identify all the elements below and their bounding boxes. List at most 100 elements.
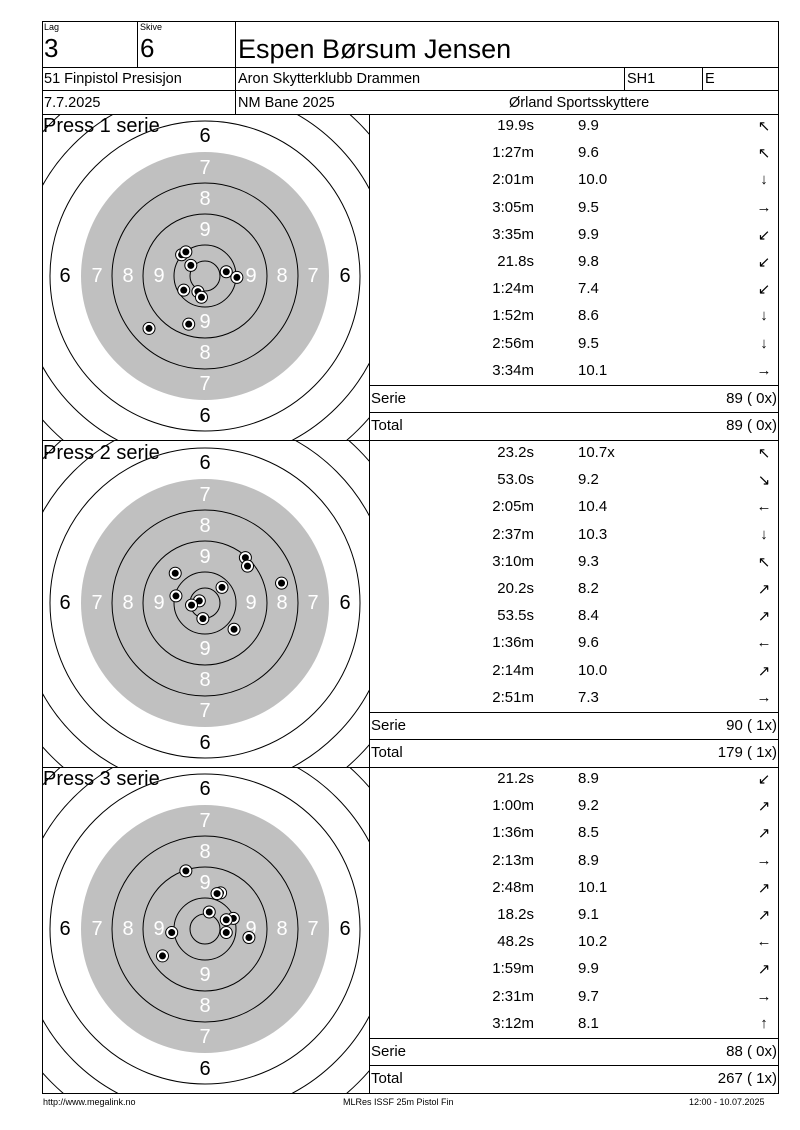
shot-score: 9.6	[578, 634, 599, 652]
target-ring	[111, 182, 299, 370]
organizer-name: Ørland Sportsskyttere	[509, 95, 650, 111]
serie-row-line	[369, 712, 779, 713]
ring-number: 8	[122, 918, 133, 940]
shot-time: 1:36m	[492, 634, 534, 652]
target-ring	[142, 540, 268, 666]
shot-score: 10.7x	[578, 444, 615, 461]
shot-time: 23.2s	[497, 444, 534, 461]
shot-mark	[196, 612, 210, 626]
ring-number: 9	[245, 265, 256, 287]
shot-direction-icon: ↓	[760, 334, 768, 352]
total-label: Total	[371, 1070, 403, 1087]
shot-score: 9.6	[578, 144, 599, 162]
ring-number: 8	[122, 265, 133, 287]
shot-time: 1:24m	[492, 280, 534, 298]
shot-direction-icon: ↗	[757, 581, 771, 598]
shot-time: 53.0s	[497, 471, 534, 489]
shot-score: 10.0	[578, 661, 608, 679]
ring-number: 6	[199, 732, 210, 754]
ring-number: 7	[199, 1026, 210, 1048]
ring-number: 6	[59, 265, 70, 287]
shot-score: 8.6	[578, 307, 599, 325]
shot-score: 8.9	[578, 770, 599, 787]
shot-direction-icon: ↙	[757, 254, 771, 271]
ring-number: 9	[199, 964, 210, 986]
shot-mark	[215, 580, 229, 594]
total-score: 267 ( 1x)	[717, 1070, 777, 1087]
shot-mark	[219, 913, 233, 927]
total-label: Total	[371, 417, 403, 434]
skive-label: Skive	[140, 22, 163, 32]
shot-score: 9.9	[578, 117, 599, 134]
header-vline-name	[235, 21, 236, 114]
ring-number: 6	[339, 918, 350, 940]
shot-direction-icon: ↖	[757, 118, 771, 135]
total-row-line	[369, 1065, 779, 1066]
target-ring	[49, 120, 361, 432]
ring-number: 8	[199, 342, 210, 364]
shot-direction-icon: →	[756, 361, 772, 379]
target-black	[81, 152, 329, 400]
target-ring	[142, 213, 268, 339]
section-divider	[42, 767, 779, 768]
ring-number: 9	[153, 918, 164, 940]
ring-number: 8	[199, 669, 210, 691]
ring-number: 7	[199, 157, 210, 179]
shot-score: 10.4	[578, 498, 608, 516]
shot-direction-icon: ↙	[757, 226, 771, 244]
ring-number: 8	[199, 515, 210, 537]
shot-score: 7.4	[578, 280, 599, 298]
shot-direction-icon: →	[756, 688, 772, 706]
shot-direction-icon: ↙	[757, 281, 771, 299]
venue-name: NM Bane 2025	[238, 95, 335, 111]
ring-number: 9	[199, 638, 210, 660]
shot-score: 10.1	[578, 878, 608, 896]
header-divider-1	[42, 67, 779, 68]
skive-value: 6	[140, 33, 155, 63]
ring-number: 8	[122, 592, 133, 614]
shot-score: 10.2	[578, 933, 608, 951]
ring-number: 6	[199, 125, 210, 147]
header-vline-group	[702, 67, 703, 90]
shot-score: 9.2	[578, 797, 599, 815]
shot-score: 9.9	[578, 225, 599, 243]
shot-mark	[194, 290, 208, 304]
shot-direction-icon: ↗	[757, 662, 771, 680]
shot-time: 1:27m	[492, 144, 534, 162]
shot-time: 19.9s	[497, 117, 534, 134]
ring-number: 6	[59, 592, 70, 614]
section-vline	[369, 767, 370, 1093]
ring-number: 9	[199, 546, 210, 568]
shot-time: 3:12m	[492, 1014, 534, 1032]
footer-url[interactable]: http://www.megalink.no	[43, 1097, 136, 1107]
shot-direction-icon: ↓	[760, 307, 768, 325]
shot-time: 18.2s	[497, 906, 534, 923]
footer-timestamp: 12:00 - 10.07.2025	[689, 1097, 765, 1107]
shot-mark	[241, 559, 255, 573]
header-vline-class	[624, 67, 625, 90]
club-name: Aron Skytterklubb Drammen	[238, 71, 421, 87]
ring-number: 7	[307, 592, 318, 614]
ring-number: 7	[199, 373, 210, 395]
shot-direction-icon: ←	[756, 634, 772, 652]
shot-score: 8.5	[578, 824, 599, 842]
shot-time: 2:37m	[492, 525, 534, 543]
shot-mark	[179, 864, 193, 878]
target-ring	[111, 835, 299, 1023]
header-divider-2	[42, 90, 779, 91]
target-black	[81, 805, 329, 1053]
shot-score: 10.1	[578, 361, 608, 379]
ring-number: 9	[245, 592, 256, 614]
outer-frame	[42, 21, 779, 1094]
ring-number: 8	[199, 841, 210, 863]
shot-mark	[168, 566, 182, 580]
shot-direction-icon: ↗	[757, 825, 771, 843]
shot-direction-icon: ←	[756, 933, 772, 951]
header-vline-lag	[137, 21, 138, 67]
shot-time: 1:36m	[492, 824, 534, 842]
shot-mark	[169, 589, 183, 603]
shot-direction-icon: ↗	[757, 608, 771, 626]
ring-number: 6	[339, 592, 350, 614]
shot-time: 3:34m	[492, 361, 534, 379]
